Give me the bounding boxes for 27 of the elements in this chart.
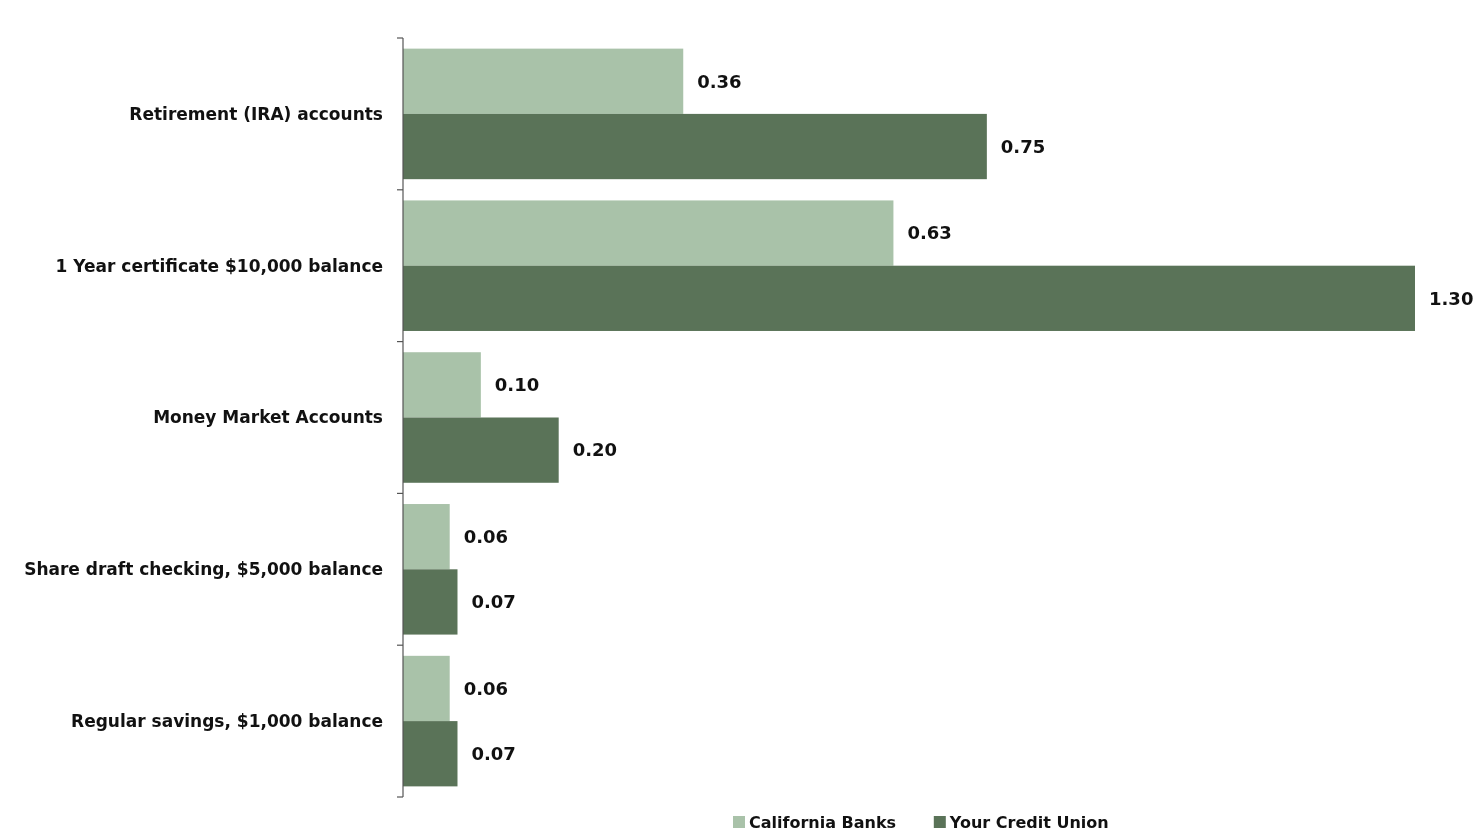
data-label: 0.75 — [1000, 135, 1046, 157]
data-label: 0.36 — [697, 70, 742, 92]
bar — [403, 721, 458, 787]
bar — [403, 569, 458, 635]
bar — [403, 417, 559, 483]
bar — [403, 265, 1415, 331]
data-label: 0.07 — [471, 591, 516, 613]
bar — [403, 48, 684, 114]
y-tick-label: Money Market Accounts — [153, 407, 383, 428]
data-label: 0.63 — [907, 222, 952, 244]
bar — [403, 200, 894, 266]
y-tick-label: Retirement (IRA) accounts — [129, 103, 383, 124]
data-label: 0.20 — [572, 439, 618, 461]
y-tick-label: 1 Year certificate $10,000 balance — [55, 255, 383, 276]
data-label: 0.10 — [494, 374, 540, 396]
bar — [403, 655, 450, 722]
bar — [403, 352, 481, 418]
legend-label: California Banks — [749, 812, 897, 832]
y-tick-label: Regular savings, $1,000 balance — [71, 711, 383, 732]
y-tick-label: Share draft checking, $5,000 balance — [24, 559, 383, 580]
data-label: 0.07 — [471, 743, 516, 765]
legend-label: Your Credit Union — [948, 812, 1109, 832]
data-label: 1.30 — [1429, 287, 1474, 309]
bar — [403, 504, 450, 570]
data-label: 0.06 — [463, 525, 509, 547]
data-label: 0.06 — [463, 677, 509, 699]
bar — [403, 113, 987, 180]
